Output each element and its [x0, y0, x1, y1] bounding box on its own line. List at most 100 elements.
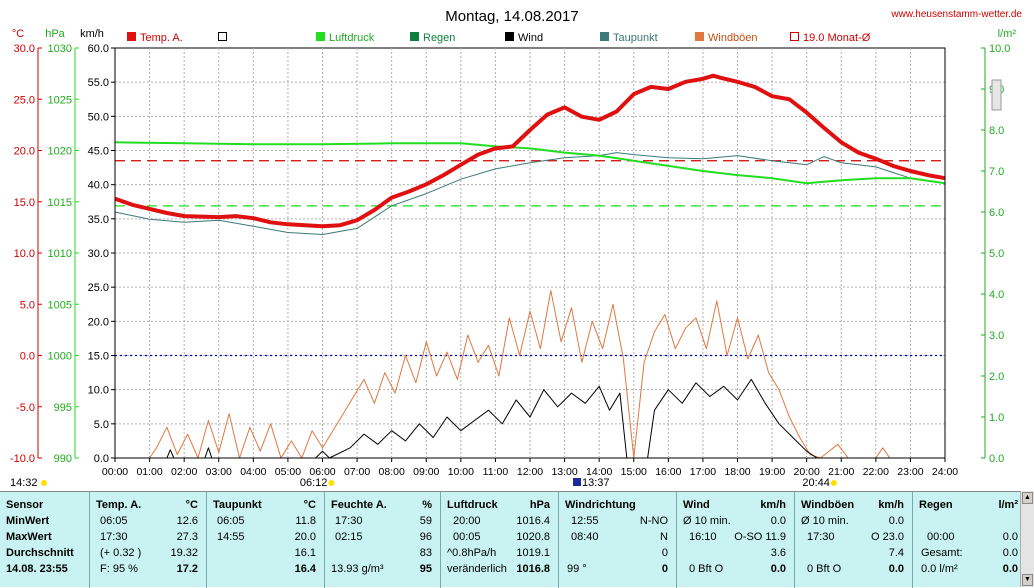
- x-tick-label: 23:00: [897, 466, 923, 478]
- press-avg-value: 1019.1: [516, 547, 550, 559]
- wind-tick-label: 60.0: [88, 43, 109, 55]
- temp-tick-label: 20.0: [14, 146, 35, 158]
- legend-item: [218, 32, 227, 41]
- stats-scrollbar[interactable]: ▲ ▼: [1020, 491, 1034, 587]
- x-tick-label: 11:00: [483, 466, 509, 478]
- scroll-down-icon[interactable]: ▼: [1022, 574, 1033, 586]
- chart-scrollbar[interactable]: [991, 79, 1002, 111]
- hum-max-value: 96: [419, 531, 432, 543]
- temp-tick-label: 5.0: [20, 299, 35, 311]
- x-tick-label: 06:00: [309, 466, 335, 478]
- hum-now-value: 95: [419, 563, 432, 575]
- stats-col-gust: Windböen km/h Ø 10 min. 0.0 17:30 O 23.0…: [795, 492, 913, 588]
- rain-max-time: 00:00: [927, 531, 955, 543]
- rain-unit-label: l/m²: [998, 28, 1017, 40]
- legend-swatch: [218, 32, 227, 41]
- rain-total-label: Gesamt:: [921, 547, 963, 559]
- wind-tick-label: 50.0: [88, 111, 109, 123]
- dir-max-value: N: [660, 531, 668, 543]
- wind-tick-label: 40.0: [88, 180, 109, 192]
- stats-col-direction: Windrichtung 12:55 N-NO 08:40 N 0 99 ° 0: [559, 492, 677, 588]
- rain-tick-label: 1.0: [989, 412, 1004, 424]
- wind-tick-label: 25.0: [88, 282, 109, 294]
- pressure-tick-label: 990: [54, 453, 72, 465]
- legend-item: Windböen: [695, 32, 758, 44]
- stats-col-dew: Taupunkt °C 06:05 11.8 14:55 20.0 16.1 1…: [207, 492, 325, 588]
- wind-min-value: 0.0: [770, 515, 786, 527]
- legend-label: 19.0 Monat-Ø: [803, 32, 871, 44]
- series-windböen: [115, 290, 945, 459]
- time-marker-label: 06:12: [300, 477, 328, 489]
- gust-avg-value: 7.4: [888, 547, 904, 559]
- header-gust-unit: km/h: [878, 499, 904, 511]
- website-link[interactable]: www.heusenstamm-wetter.de: [890, 9, 1022, 20]
- chart-grid: [115, 48, 945, 458]
- header-gust: Windböen: [801, 499, 855, 511]
- weather-chart: 00:00 01:00 02:00 03:00 04:00 05:00 06:00 07:00…: [10, 8, 1023, 489]
- temp-max-time: 17:30: [100, 531, 128, 543]
- moon-icon: [573, 478, 582, 486]
- header-humidity: Feuchte A.: [331, 499, 387, 511]
- pressure-tick-label: 1000: [48, 351, 72, 363]
- header-humidity-unit: %: [422, 499, 432, 511]
- legend-swatch: [505, 32, 514, 41]
- pressure-tick-label: 1025: [48, 94, 72, 106]
- wind-now-beaufort: 0 Bft O: [689, 563, 724, 575]
- x-tick-label: 09:00: [413, 466, 439, 478]
- dir-max-time: 08:40: [571, 531, 599, 543]
- stats-col-sensor: Sensor MinWert MaxWert Durchschnitt 14.0…: [0, 492, 90, 588]
- row-label-avg: Durchschnitt: [6, 547, 74, 559]
- stats-col-pressure: Luftdruck hPa 20:00 1016.4 00:05 1020.8 …: [441, 492, 559, 588]
- temp-unit-label: °C: [12, 28, 24, 40]
- wind-max-value: O-SO 11.9: [734, 531, 786, 543]
- x-tick-label: 16:00: [655, 466, 681, 478]
- x-tick-label: 04:00: [240, 466, 266, 478]
- x-tick-label: 00:00: [102, 466, 128, 478]
- legend-swatch: [600, 32, 609, 41]
- temp-tick-label: 15.0: [14, 197, 35, 209]
- sun-icon: [830, 480, 837, 486]
- stats-col-wind: Wind km/h Ø 10 min. 0.0 16:10 O-SO 11.9 …: [677, 492, 795, 588]
- time-marker-label: 14:32: [10, 477, 38, 489]
- hum-now-absolute: 13.93 g/m³: [331, 563, 384, 575]
- wind-tick-label: 5.0: [94, 419, 109, 431]
- header-temp: Temp. A.: [96, 499, 142, 511]
- header-wind: Wind: [683, 499, 710, 511]
- rain-total-value: 0.0: [1002, 547, 1018, 559]
- wind-tick-label: 20.0: [88, 316, 109, 328]
- x-tick-label: 07:00: [344, 466, 370, 478]
- x-tick-label: 20:00: [794, 466, 820, 478]
- temp-tick-label: 30.0: [14, 43, 35, 55]
- stats-col-temp: Temp. A. °C 06:05 12.6 17:30 27.3 (+ 0.3…: [90, 492, 207, 588]
- dir-now-value: 0: [661, 563, 668, 575]
- wind-tick-label: 15.0: [88, 351, 109, 363]
- wind-tick-label: 35.0: [88, 214, 109, 226]
- legend-label: Regen: [423, 32, 455, 44]
- header-dew-unit: °C: [303, 499, 316, 511]
- rain-tick-label: 0.0: [989, 453, 1004, 465]
- wind-unit-label: km/h: [80, 28, 104, 40]
- temp-tick-label: 25.0: [14, 94, 35, 106]
- press-max-value: 1020.8: [516, 531, 550, 543]
- temp-now-value: 17.2: [176, 563, 198, 575]
- hum-avg-value: 83: [419, 547, 432, 559]
- legend-item: 19.0 Monat-Ø: [790, 32, 871, 44]
- dew-min-time: 06:05: [217, 515, 245, 527]
- time-marker-label: 20:44: [802, 477, 830, 489]
- x-tick-label: 19:00: [759, 466, 785, 478]
- x-tick-label: 17:00: [690, 466, 716, 478]
- row-label-max: MaxWert: [6, 531, 52, 543]
- header-rain: Regen: [919, 499, 953, 511]
- scroll-up-icon[interactable]: ▲: [1022, 492, 1033, 504]
- temp-now-humidity: F: 95 %: [100, 563, 138, 575]
- gust-max-value: O 23.0: [870, 531, 904, 543]
- rain-max-value: 0.0: [1002, 531, 1018, 543]
- series-wind: [115, 378, 945, 459]
- wind-min-period: Ø 10 min.: [683, 515, 731, 527]
- rain-tick-label: 8.0: [989, 125, 1004, 137]
- legend-item: Luftdruck: [316, 32, 375, 44]
- x-tick-label: 21:00: [828, 466, 854, 478]
- statistics-panel: Sensor MinWert MaxWert Durchschnitt 14.0…: [0, 491, 1034, 588]
- stats-col-humidity: Feuchte A. % 17:30 59 02:15 96 83 13.93 …: [325, 492, 441, 588]
- temp-tick-label: 0.0: [20, 351, 35, 363]
